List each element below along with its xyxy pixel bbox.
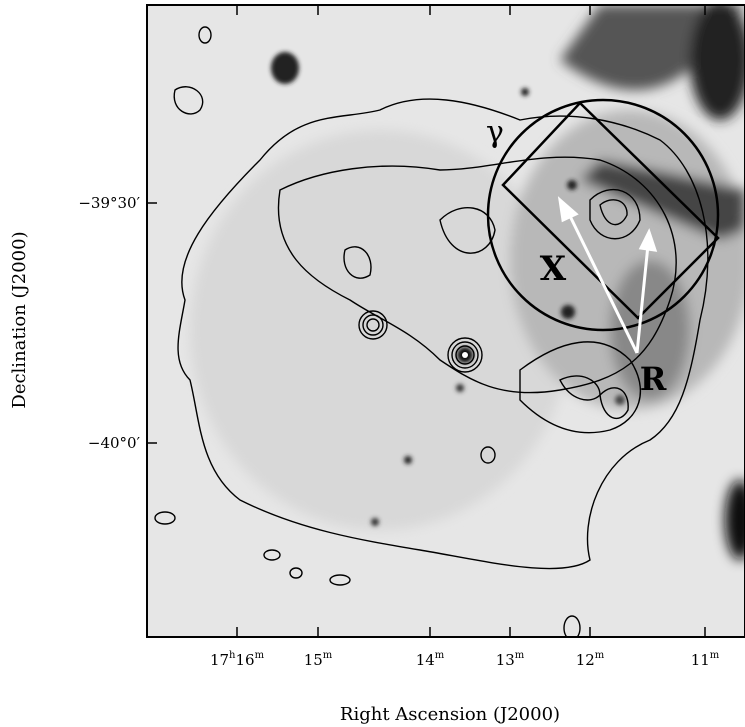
tick-sup: m (323, 650, 333, 661)
tick-part: 16 (235, 651, 254, 669)
xray-label: X (540, 249, 567, 289)
arrows (557, 196, 658, 354)
x-tick-label: 17h16m (210, 650, 265, 669)
gamma-ray-region (486, 98, 720, 332)
y-tick-label: −39°30′ (78, 194, 140, 212)
gamma-label: γ (486, 115, 504, 150)
x-tick-label: 12m (576, 650, 605, 669)
x-tick-label: 13m (496, 650, 525, 669)
y-axis-title: Declination (J2000) (9, 231, 30, 408)
x-tick-label: 14m (416, 650, 445, 669)
radio-label: R (640, 360, 667, 398)
tick-part: 12 (576, 651, 595, 669)
tick-part: 15 (304, 651, 323, 669)
x-tick-label: 11m (691, 650, 720, 669)
xray-field (501, 101, 720, 320)
image (147, 5, 745, 637)
tick-sup: m (255, 650, 265, 661)
tick-part: 11 (691, 651, 710, 669)
frame (146, 4, 745, 638)
x-tick-label: 15m (304, 650, 333, 669)
x-axis-title: Right Ascension (J2000) (340, 704, 560, 725)
tick-part: 14 (416, 651, 435, 669)
tick-sup: m (710, 650, 720, 661)
tick-sup: m (595, 650, 605, 661)
tick-marks (147, 5, 706, 637)
radio-contours (154, 26, 709, 637)
tick-sup: h (229, 650, 236, 661)
tick-part: 13 (496, 651, 515, 669)
point-sources (271, 52, 625, 526)
tick-part: 17 (210, 651, 229, 669)
tick-sup: m (515, 650, 525, 661)
y-tick-label: −40°0′ (88, 434, 141, 452)
tick-sup: m (435, 650, 445, 661)
